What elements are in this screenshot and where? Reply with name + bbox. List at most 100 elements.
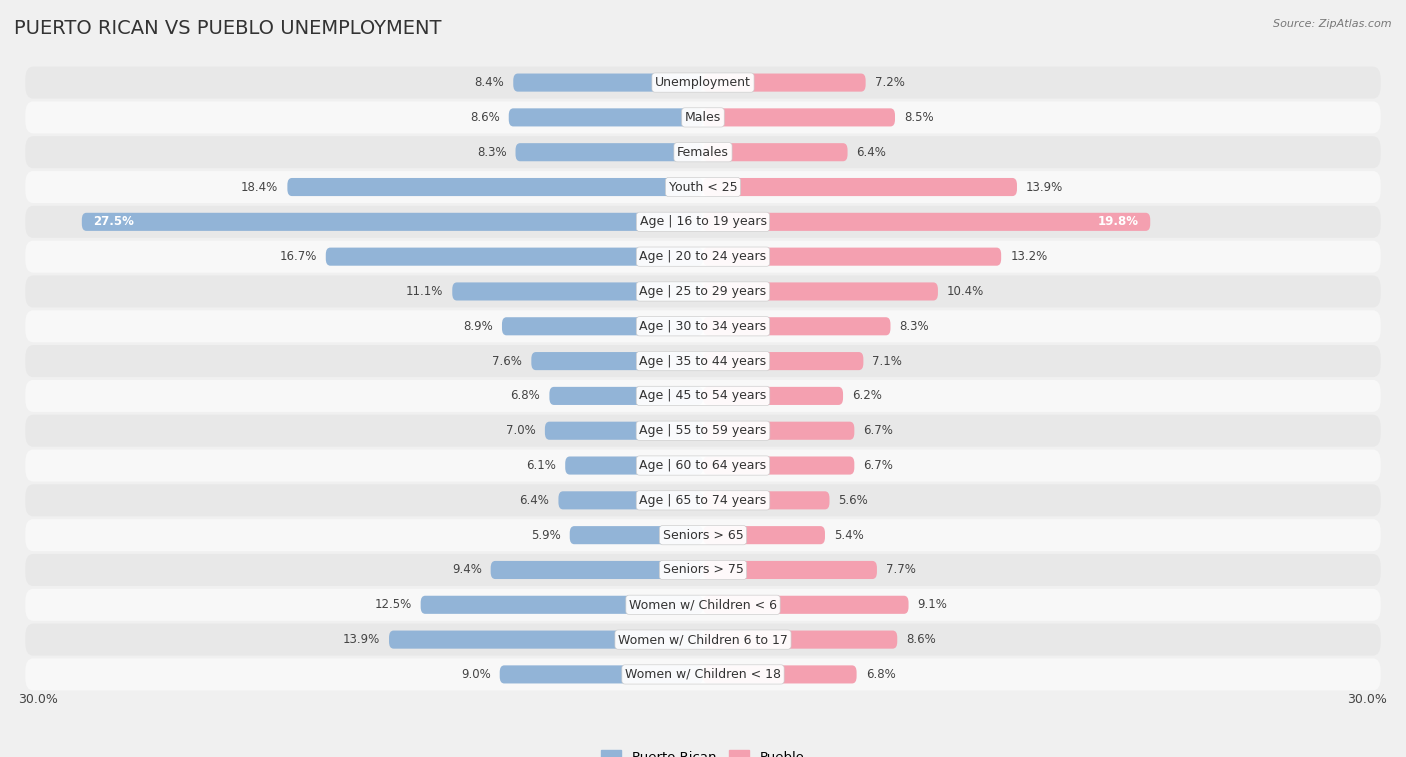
FancyBboxPatch shape: [25, 659, 1381, 690]
FancyBboxPatch shape: [703, 248, 1001, 266]
Text: 6.4%: 6.4%: [520, 494, 550, 507]
FancyBboxPatch shape: [25, 276, 1381, 307]
FancyBboxPatch shape: [703, 317, 890, 335]
FancyBboxPatch shape: [703, 178, 1017, 196]
FancyBboxPatch shape: [703, 108, 896, 126]
Text: Age | 20 to 24 years: Age | 20 to 24 years: [640, 250, 766, 263]
Text: Women w/ Children 6 to 17: Women w/ Children 6 to 17: [619, 633, 787, 646]
FancyBboxPatch shape: [25, 101, 1381, 133]
FancyBboxPatch shape: [531, 352, 703, 370]
FancyBboxPatch shape: [389, 631, 703, 649]
FancyBboxPatch shape: [703, 213, 1150, 231]
Text: 16.7%: 16.7%: [280, 250, 316, 263]
FancyBboxPatch shape: [703, 456, 855, 475]
Text: Females: Females: [678, 145, 728, 159]
FancyBboxPatch shape: [703, 282, 938, 301]
FancyBboxPatch shape: [703, 665, 856, 684]
FancyBboxPatch shape: [491, 561, 703, 579]
Text: 6.4%: 6.4%: [856, 145, 886, 159]
FancyBboxPatch shape: [25, 310, 1381, 342]
FancyBboxPatch shape: [25, 380, 1381, 412]
FancyBboxPatch shape: [703, 422, 855, 440]
Text: 9.0%: 9.0%: [461, 668, 491, 681]
Text: Age | 30 to 34 years: Age | 30 to 34 years: [640, 319, 766, 333]
FancyBboxPatch shape: [703, 387, 844, 405]
Text: 7.1%: 7.1%: [872, 354, 903, 368]
FancyBboxPatch shape: [703, 491, 830, 509]
Text: PUERTO RICAN VS PUEBLO UNEMPLOYMENT: PUERTO RICAN VS PUEBLO UNEMPLOYMENT: [14, 19, 441, 38]
Text: 8.9%: 8.9%: [463, 319, 494, 333]
FancyBboxPatch shape: [453, 282, 703, 301]
FancyBboxPatch shape: [25, 519, 1381, 551]
FancyBboxPatch shape: [25, 67, 1381, 98]
Text: 8.3%: 8.3%: [900, 319, 929, 333]
FancyBboxPatch shape: [25, 589, 1381, 621]
FancyBboxPatch shape: [25, 171, 1381, 203]
Text: 6.7%: 6.7%: [863, 424, 893, 438]
Text: Age | 60 to 64 years: Age | 60 to 64 years: [640, 459, 766, 472]
FancyBboxPatch shape: [82, 213, 703, 231]
Text: Source: ZipAtlas.com: Source: ZipAtlas.com: [1274, 19, 1392, 29]
Text: 6.8%: 6.8%: [510, 389, 540, 403]
Text: 6.1%: 6.1%: [526, 459, 557, 472]
Legend: Puerto Rican, Pueblo: Puerto Rican, Pueblo: [596, 745, 810, 757]
FancyBboxPatch shape: [25, 415, 1381, 447]
FancyBboxPatch shape: [550, 387, 703, 405]
Text: 10.4%: 10.4%: [948, 285, 984, 298]
Text: Males: Males: [685, 111, 721, 124]
Text: 8.6%: 8.6%: [907, 633, 936, 646]
FancyBboxPatch shape: [25, 136, 1381, 168]
Text: 27.5%: 27.5%: [93, 215, 134, 229]
Text: Seniors > 65: Seniors > 65: [662, 528, 744, 542]
FancyBboxPatch shape: [569, 526, 703, 544]
FancyBboxPatch shape: [703, 561, 877, 579]
Text: 5.6%: 5.6%: [838, 494, 869, 507]
Text: Youth < 25: Youth < 25: [669, 180, 737, 194]
Text: 7.6%: 7.6%: [492, 354, 522, 368]
FancyBboxPatch shape: [516, 143, 703, 161]
Text: 7.0%: 7.0%: [506, 424, 536, 438]
FancyBboxPatch shape: [499, 665, 703, 684]
Text: 5.4%: 5.4%: [834, 528, 863, 542]
Text: 6.8%: 6.8%: [866, 668, 896, 681]
FancyBboxPatch shape: [25, 484, 1381, 516]
FancyBboxPatch shape: [420, 596, 703, 614]
Text: 8.4%: 8.4%: [474, 76, 505, 89]
FancyBboxPatch shape: [565, 456, 703, 475]
Text: 11.1%: 11.1%: [406, 285, 443, 298]
Text: 13.9%: 13.9%: [1026, 180, 1063, 194]
FancyBboxPatch shape: [25, 241, 1381, 273]
Text: Women w/ Children < 18: Women w/ Children < 18: [626, 668, 780, 681]
Text: 13.2%: 13.2%: [1010, 250, 1047, 263]
Text: 18.4%: 18.4%: [240, 180, 278, 194]
FancyBboxPatch shape: [703, 631, 897, 649]
Text: 6.2%: 6.2%: [852, 389, 882, 403]
FancyBboxPatch shape: [25, 624, 1381, 656]
FancyBboxPatch shape: [558, 491, 703, 509]
Text: Age | 45 to 54 years: Age | 45 to 54 years: [640, 389, 766, 403]
FancyBboxPatch shape: [509, 108, 703, 126]
Text: Unemployment: Unemployment: [655, 76, 751, 89]
FancyBboxPatch shape: [703, 596, 908, 614]
FancyBboxPatch shape: [287, 178, 703, 196]
Text: 8.5%: 8.5%: [904, 111, 934, 124]
Text: 12.5%: 12.5%: [374, 598, 412, 612]
Text: 6.7%: 6.7%: [863, 459, 893, 472]
Text: Age | 25 to 29 years: Age | 25 to 29 years: [640, 285, 766, 298]
Text: 7.7%: 7.7%: [886, 563, 915, 577]
FancyBboxPatch shape: [25, 554, 1381, 586]
Text: Seniors > 75: Seniors > 75: [662, 563, 744, 577]
Text: Age | 65 to 74 years: Age | 65 to 74 years: [640, 494, 766, 507]
Text: Women w/ Children < 6: Women w/ Children < 6: [628, 598, 778, 612]
FancyBboxPatch shape: [513, 73, 703, 92]
FancyBboxPatch shape: [703, 143, 848, 161]
FancyBboxPatch shape: [703, 526, 825, 544]
Text: 30.0%: 30.0%: [18, 693, 59, 706]
Text: 19.8%: 19.8%: [1098, 215, 1139, 229]
Text: 7.2%: 7.2%: [875, 76, 904, 89]
Text: Age | 55 to 59 years: Age | 55 to 59 years: [640, 424, 766, 438]
FancyBboxPatch shape: [546, 422, 703, 440]
Text: 9.4%: 9.4%: [451, 563, 482, 577]
Text: 30.0%: 30.0%: [1347, 693, 1388, 706]
FancyBboxPatch shape: [25, 206, 1381, 238]
